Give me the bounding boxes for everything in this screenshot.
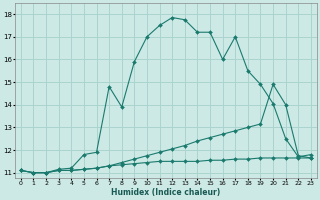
X-axis label: Humidex (Indice chaleur): Humidex (Indice chaleur) xyxy=(111,188,220,197)
